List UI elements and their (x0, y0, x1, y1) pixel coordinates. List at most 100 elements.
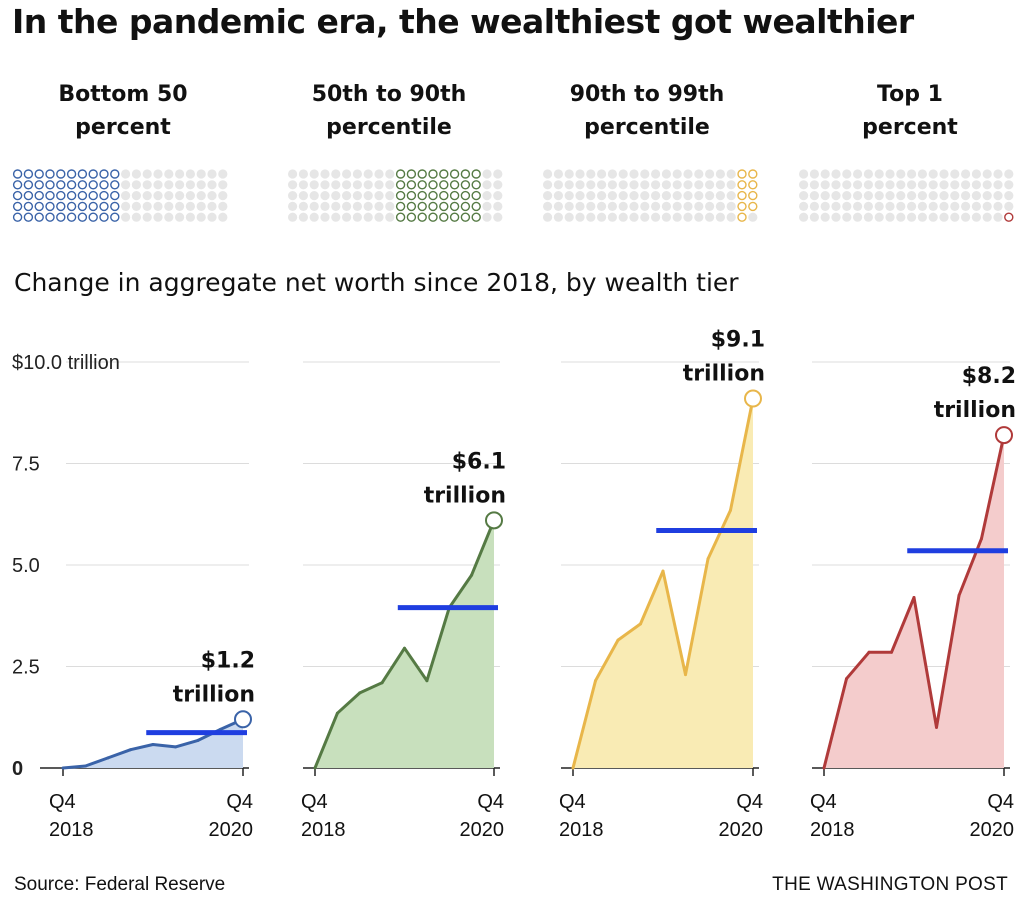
end-marker (234, 710, 252, 729)
population-dot (917, 201, 928, 211)
population-dot-filled (406, 190, 417, 201)
population-dot-filled (110, 190, 120, 201)
population-dot (586, 201, 596, 211)
population-dot-filled (66, 201, 77, 212)
population-dot-filled (88, 180, 98, 190)
population-dot (831, 180, 841, 190)
tier-label-top-1: Top 1 percent (790, 78, 1024, 144)
population-dot (597, 180, 607, 190)
population-dot-filled (12, 169, 23, 179)
population-dot (651, 191, 661, 201)
population-dot (363, 201, 373, 211)
population-dot (928, 180, 938, 190)
population-dot-filled (110, 201, 120, 212)
population-dot (809, 191, 820, 201)
series-area (315, 520, 494, 768)
dot-grid-3 (543, 169, 758, 222)
chart-panel-2: $6.1 trillion Q4 2018 Q4 2020 (301, 449, 506, 841)
population-dot (618, 180, 628, 190)
x-tick-label: Q4 (49, 791, 76, 813)
population-dot (863, 180, 874, 190)
population-dot-filled (471, 180, 481, 190)
data-point (684, 673, 687, 677)
population-dot (131, 201, 141, 211)
population-dot (939, 169, 949, 179)
population-dot (907, 212, 917, 222)
population-dot-filled (77, 180, 88, 190)
population-dot-filled (45, 212, 55, 222)
population-dot (694, 191, 704, 201)
y-tick-label: 0 (12, 758, 23, 780)
population-dot (363, 180, 373, 190)
population-dot (597, 169, 607, 179)
population-dot-filled (460, 169, 471, 179)
data-point (358, 691, 362, 695)
population-dot (939, 180, 949, 190)
population-dot (726, 212, 736, 222)
population-dot-filled (449, 190, 460, 201)
population-dot (553, 212, 564, 222)
population-dot (320, 191, 330, 201)
x-tick-label: 2018 (49, 819, 94, 841)
population-dot-filled (66, 190, 77, 201)
y-tick-label: 5.0 (12, 555, 40, 577)
population-dot (185, 212, 195, 222)
population-dot-filled (406, 169, 417, 179)
population-dot-filled (460, 201, 471, 212)
population-dot-filled (417, 169, 427, 179)
population-dot (896, 201, 906, 211)
tier-label-line2: percentile (326, 115, 452, 140)
data-point (594, 679, 597, 683)
population-dot (726, 169, 736, 179)
population-dot (288, 180, 298, 190)
population-dot (896, 212, 906, 222)
population-dot-filled (428, 201, 438, 212)
population-dot (651, 169, 661, 179)
population-dot (607, 191, 618, 201)
population-dot-filled (417, 201, 427, 212)
population-dot (950, 201, 960, 211)
population-dot (597, 191, 607, 201)
population-dot-filled (471, 190, 481, 201)
population-dot (175, 201, 185, 211)
population-dot (121, 201, 131, 211)
population-dot (640, 180, 650, 190)
population-dot-filled (439, 201, 449, 212)
population-dot-filled (417, 212, 427, 222)
population-dot-filled (56, 212, 66, 222)
population-dot-filled (99, 212, 109, 222)
population-dot (715, 169, 726, 179)
population-dot (874, 212, 884, 222)
population-dot-filled (34, 201, 44, 212)
data-point (403, 646, 406, 650)
population-dot (597, 212, 607, 222)
population-dot (363, 191, 373, 201)
population-dot (928, 201, 938, 211)
population-dot-filled (449, 169, 460, 179)
population-dot-filled (395, 201, 406, 212)
data-point (425, 679, 429, 683)
population-dot-filled (460, 180, 471, 190)
population-dot (661, 180, 672, 190)
population-dot (961, 191, 971, 201)
x-tick-label: 2018 (559, 819, 604, 841)
population-dot (1004, 201, 1014, 211)
population-dot (607, 180, 618, 190)
population-dot (917, 169, 928, 179)
population-dot (928, 212, 938, 222)
population-dot (705, 191, 715, 201)
population-dot (863, 169, 874, 179)
x-tick-label: Q4 (559, 791, 586, 813)
population-dot (153, 169, 163, 179)
population-dot (218, 201, 228, 211)
population-dot-filled (77, 190, 88, 201)
population-dot (153, 180, 163, 190)
population-dot-filled (417, 180, 427, 190)
population-dot (971, 169, 982, 179)
population-dot (928, 191, 938, 201)
population-dot-filled (471, 201, 481, 212)
population-dot (543, 169, 553, 179)
population-dot (1004, 191, 1014, 201)
population-dot-filled (23, 169, 34, 179)
population-dot-filled (1004, 212, 1014, 222)
